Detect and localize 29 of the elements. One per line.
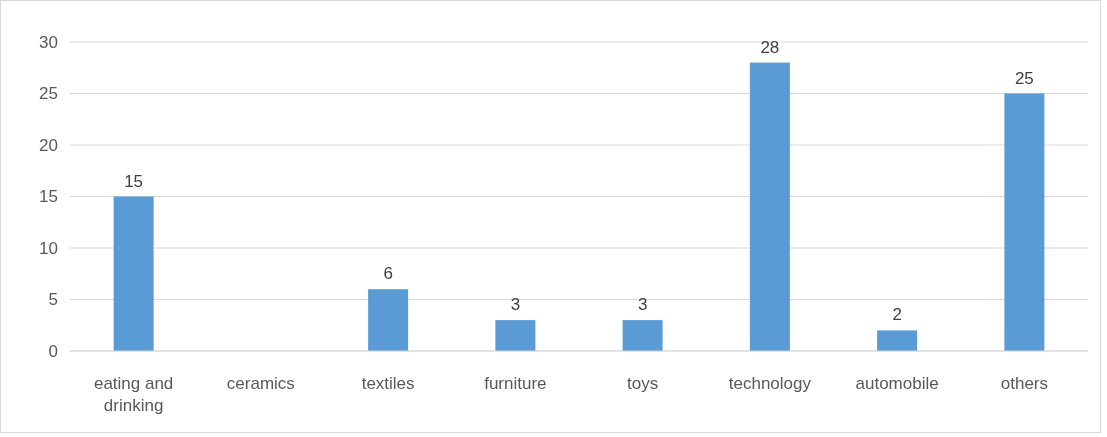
x-tick-label: toys: [627, 374, 659, 393]
bar: [1004, 93, 1045, 351]
x-tick-label: furniture: [484, 374, 547, 393]
bar: [113, 196, 154, 351]
x-tick-label: ceramics: [226, 374, 295, 393]
bar: [495, 320, 536, 351]
data-label: 3: [510, 295, 521, 315]
y-tick-label: 20: [39, 135, 58, 155]
y-tick-label: 30: [39, 32, 58, 52]
bar: [749, 62, 790, 351]
y-tick-label: 15: [39, 187, 58, 207]
data-label: 3: [637, 295, 648, 315]
data-label: 28: [760, 37, 780, 57]
data-label: 2: [892, 305, 902, 325]
x-tick-label: technology: [728, 374, 812, 393]
data-label: 6: [383, 264, 393, 284]
x-tick-label: automobile: [855, 374, 939, 393]
y-tick-label: 10: [39, 238, 58, 258]
data-label: 25: [1014, 68, 1034, 88]
y-tick-label: 25: [39, 84, 58, 104]
x-tick-label: eating and drinking: [93, 374, 174, 415]
bar: [877, 330, 918, 351]
x-tick-label: others: [1000, 374, 1048, 393]
y-tick-label: 0: [48, 341, 58, 361]
bar: [368, 289, 409, 351]
bar: [622, 320, 663, 351]
y-tick-label: 5: [48, 290, 58, 310]
x-tick-label: textiles: [361, 374, 415, 393]
data-label: 15: [124, 171, 144, 191]
